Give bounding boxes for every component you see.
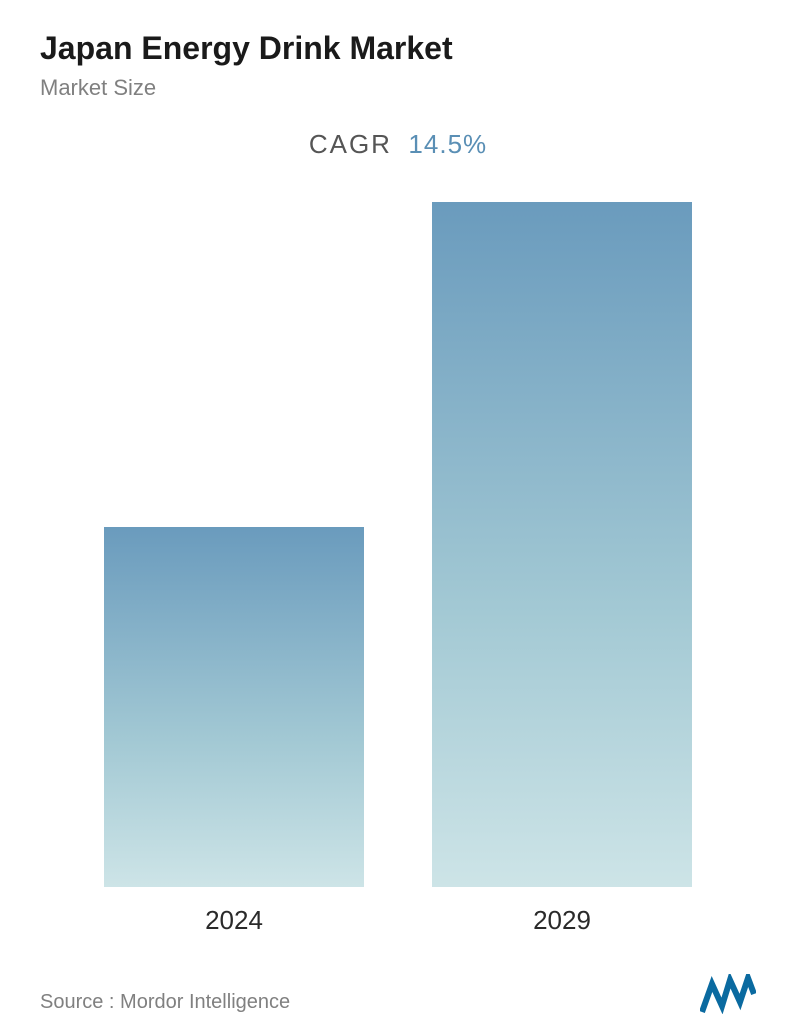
bar — [432, 202, 692, 887]
bar-group: 2029 — [432, 202, 692, 936]
source-attribution: Source : Mordor Intelligence — [40, 991, 290, 1014]
cagr-label: CAGR — [309, 129, 392, 159]
chart-title: Japan Energy Drink Market — [40, 30, 756, 67]
bar-category-label: 2029 — [533, 905, 591, 936]
bar-group: 2024 — [104, 527, 364, 936]
chart-subtitle: Market Size — [40, 75, 756, 101]
bar-category-label: 2024 — [205, 905, 263, 936]
cagr-value: 14.5% — [408, 129, 487, 159]
chart-footer: Source : Mordor Intelligence — [40, 964, 756, 1014]
cagr-row: CAGR 14.5% — [40, 129, 756, 160]
mordor-logo-icon — [700, 974, 756, 1014]
bar — [104, 527, 364, 887]
chart-container: Japan Energy Drink Market Market Size CA… — [0, 0, 796, 1034]
chart-plot-area: 2024 2029 — [40, 200, 756, 936]
